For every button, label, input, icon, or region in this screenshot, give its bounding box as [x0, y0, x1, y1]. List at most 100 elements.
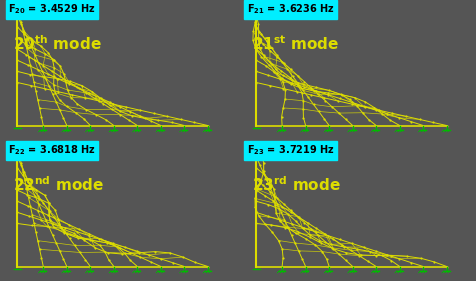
Point	[317, 241, 325, 246]
Point	[361, 105, 369, 109]
Point	[96, 95, 103, 100]
Point	[15, 11, 23, 16]
Point	[430, 260, 438, 264]
Point	[252, 210, 260, 215]
Point	[443, 123, 451, 128]
Point	[301, 80, 308, 84]
Point	[252, 155, 260, 159]
Point	[347, 248, 354, 252]
Point	[396, 264, 404, 269]
Point	[252, 166, 260, 170]
Point	[14, 69, 21, 74]
Point	[101, 250, 109, 254]
Point	[78, 83, 86, 88]
Point	[24, 63, 31, 67]
Point	[116, 105, 124, 109]
Point	[251, 196, 259, 201]
Point	[70, 231, 78, 235]
Point	[260, 160, 268, 165]
Point	[49, 233, 57, 237]
Point	[320, 96, 328, 100]
Point	[299, 88, 307, 93]
Point	[267, 186, 274, 191]
Point	[61, 226, 69, 230]
Point	[73, 230, 81, 234]
Point	[87, 264, 94, 269]
Point	[403, 254, 410, 259]
Point	[43, 224, 50, 229]
Point	[127, 258, 134, 262]
Point	[300, 226, 308, 230]
Point	[54, 89, 62, 94]
Point	[40, 74, 48, 79]
Point	[82, 96, 89, 100]
Point	[340, 245, 347, 249]
Point	[24, 204, 31, 208]
Point	[60, 257, 67, 261]
Point	[80, 117, 88, 121]
Point	[252, 47, 260, 51]
Point	[21, 178, 29, 182]
Point	[57, 74, 64, 79]
Point	[62, 80, 69, 84]
Point	[299, 107, 307, 111]
Point	[276, 218, 284, 222]
Point	[270, 186, 278, 191]
Point	[157, 257, 164, 261]
Point	[106, 100, 113, 105]
Point	[109, 241, 117, 246]
Point	[315, 109, 323, 114]
Point	[14, 199, 21, 203]
Point	[87, 123, 94, 128]
Point	[32, 230, 40, 234]
Point	[32, 187, 40, 192]
Point	[292, 231, 300, 235]
Point	[42, 217, 50, 222]
Point	[87, 238, 94, 242]
Point	[55, 218, 62, 222]
Point	[259, 42, 267, 47]
Point	[27, 83, 35, 88]
Point	[28, 223, 36, 228]
Point	[275, 238, 282, 243]
Point	[252, 80, 260, 85]
Point	[71, 243, 79, 248]
Point	[315, 233, 322, 237]
Point	[396, 257, 403, 261]
Point	[82, 107, 90, 112]
Point	[181, 123, 188, 128]
Point	[387, 118, 394, 123]
Point	[312, 89, 320, 93]
Point	[310, 102, 317, 107]
Point	[294, 214, 301, 219]
Text: 21$^{\bf st}$ mode: 21$^{\bf st}$ mode	[251, 34, 339, 53]
Point	[56, 249, 64, 253]
Point	[50, 225, 58, 230]
Point	[82, 90, 90, 95]
Point	[38, 115, 45, 119]
Point	[65, 80, 73, 84]
Point	[370, 105, 378, 110]
Point	[20, 31, 28, 36]
Point	[327, 242, 335, 247]
Point	[80, 238, 88, 243]
Point	[302, 264, 309, 269]
Point	[277, 209, 285, 214]
Point	[299, 226, 307, 230]
Point	[179, 255, 187, 259]
Point	[14, 155, 21, 159]
Point	[255, 38, 262, 43]
Point	[127, 109, 134, 114]
Point	[307, 227, 315, 231]
Point	[255, 214, 263, 218]
Point	[275, 207, 283, 211]
Point	[151, 249, 159, 254]
Point	[29, 72, 36, 76]
Point	[141, 116, 149, 121]
Point	[67, 79, 74, 83]
Point	[287, 208, 295, 212]
Point	[25, 195, 32, 200]
Point	[311, 243, 319, 247]
Point	[73, 102, 81, 106]
Point	[384, 253, 391, 257]
